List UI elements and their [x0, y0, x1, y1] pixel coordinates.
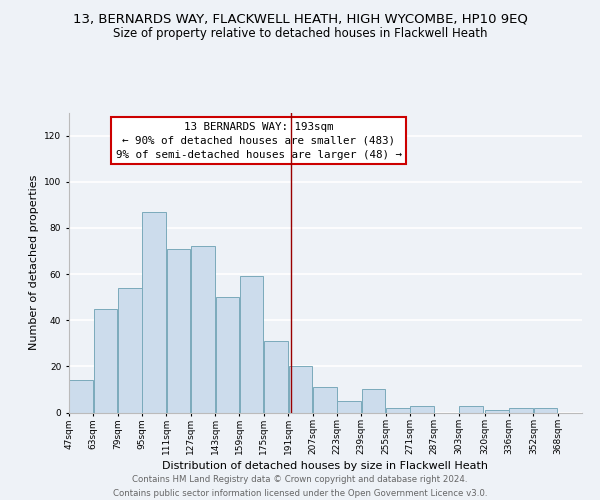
- Bar: [70, 380, 93, 412]
- Bar: [264, 341, 288, 412]
- Bar: [509, 408, 533, 412]
- Bar: [94, 308, 118, 412]
- Text: 13 BERNARDS WAY: 193sqm
← 90% of detached houses are smaller (483)
9% of semi-de: 13 BERNARDS WAY: 193sqm ← 90% of detache…: [116, 122, 402, 160]
- Bar: [386, 408, 410, 412]
- Bar: [459, 406, 482, 412]
- Bar: [142, 212, 166, 412]
- Text: Contains HM Land Registry data © Crown copyright and database right 2024.
Contai: Contains HM Land Registry data © Crown c…: [113, 476, 487, 498]
- Bar: [289, 366, 312, 412]
- Bar: [313, 387, 337, 412]
- Text: Size of property relative to detached houses in Flackwell Heath: Size of property relative to detached ho…: [113, 28, 487, 40]
- Text: 13, BERNARDS WAY, FLACKWELL HEATH, HIGH WYCOMBE, HP10 9EQ: 13, BERNARDS WAY, FLACKWELL HEATH, HIGH …: [73, 12, 527, 26]
- Bar: [118, 288, 142, 412]
- X-axis label: Distribution of detached houses by size in Flackwell Heath: Distribution of detached houses by size …: [163, 462, 488, 471]
- Bar: [362, 390, 385, 412]
- Bar: [167, 248, 190, 412]
- Y-axis label: Number of detached properties: Number of detached properties: [29, 175, 38, 350]
- Bar: [215, 297, 239, 412]
- Bar: [533, 408, 557, 412]
- Bar: [191, 246, 215, 412]
- Bar: [240, 276, 263, 412]
- Bar: [485, 410, 509, 412]
- Bar: [337, 401, 361, 412]
- Bar: [410, 406, 434, 412]
